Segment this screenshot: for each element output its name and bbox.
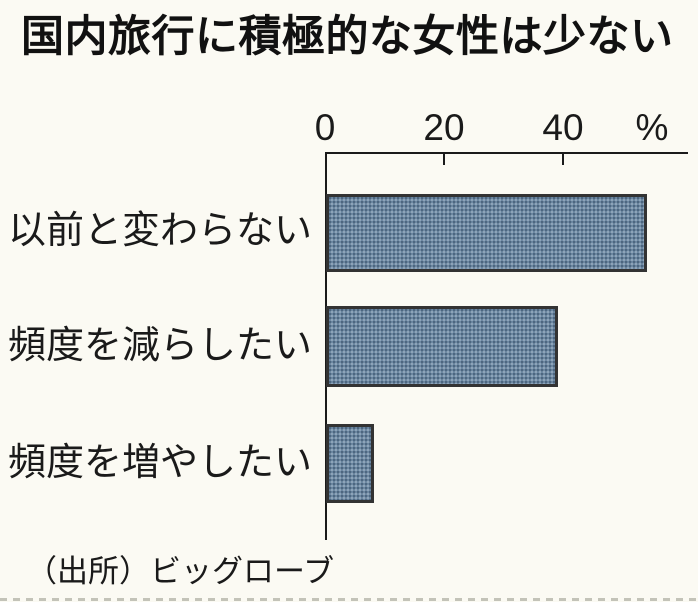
category-label: 頻度を減らしたい xyxy=(7,325,312,367)
x-axis-tick-label-40: 40 xyxy=(542,107,584,148)
bar-segment xyxy=(326,194,647,272)
bar-segment xyxy=(326,424,374,503)
category-label: 頻度を増やしたい xyxy=(7,442,312,484)
bottom-dotted-rule xyxy=(0,598,698,601)
bar-segment xyxy=(326,306,558,387)
x-axis-tick-mark-40 xyxy=(562,154,564,165)
x-axis-line xyxy=(325,152,688,154)
x-axis-unit-label: % xyxy=(635,107,669,148)
chart-title: 国内旅行に積極的な女性は少ない xyxy=(21,13,674,61)
category-label: 以前と変わらない xyxy=(7,210,312,252)
x-axis-tick-label-0: 0 xyxy=(314,107,336,148)
x-axis-tick-label-20: 20 xyxy=(423,107,465,148)
source-note: （出所）ビッグローブ xyxy=(26,554,335,589)
x-axis-tick-mark-20 xyxy=(443,154,445,165)
